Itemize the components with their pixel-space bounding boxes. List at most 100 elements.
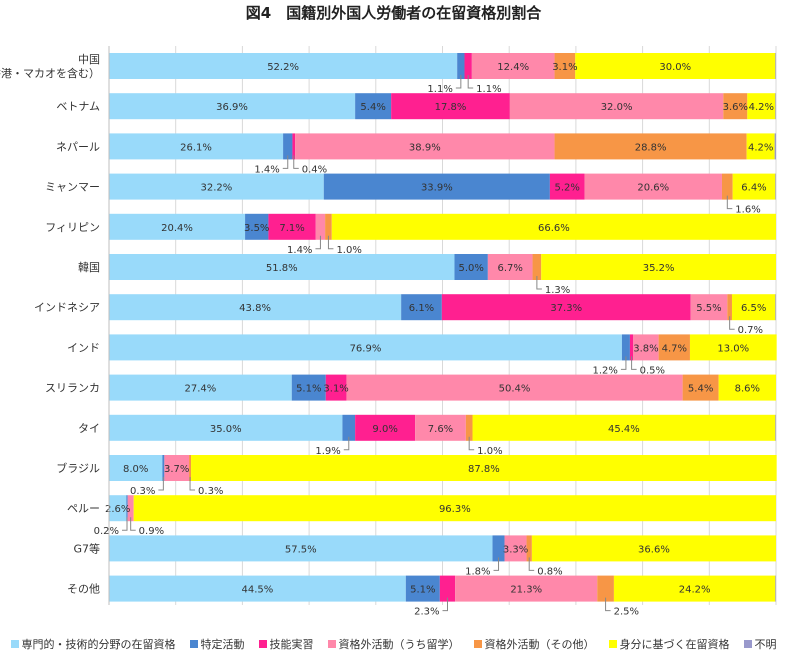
bar-segment (109, 495, 127, 522)
bar-segment (454, 254, 488, 280)
data-label: 51.8% (266, 263, 298, 274)
bar-segment (487, 254, 533, 280)
data-label: 8.6% (735, 384, 760, 395)
data-label: 36.6% (638, 544, 670, 555)
data-label: 52.2% (267, 62, 299, 73)
category-label: その他 (67, 583, 100, 596)
bar-segment (472, 414, 776, 441)
bar-segment (723, 93, 748, 120)
data-label: 3.8% (633, 343, 658, 354)
bar-segment (509, 93, 724, 120)
legend-swatch (473, 640, 482, 648)
bar-segment (109, 334, 622, 361)
bar-segment (532, 254, 542, 280)
category-label: ネパール (56, 140, 100, 153)
data-label: 5.2% (555, 183, 580, 194)
data-label: 66.6% (538, 223, 570, 234)
legend-item: 不明 (743, 636, 777, 652)
stacked-bar-chart: 中国（香港・マカオを含む） 52.2% 12.4% 3.1% 30.0% 1.1% 1.1%… (0, 46, 777, 618)
legend-swatch (327, 640, 336, 648)
data-label: 5.1% (296, 384, 321, 395)
callout-leader (620, 356, 627, 370)
callout-label: 1.1% (476, 84, 501, 95)
bar-segment (415, 414, 466, 441)
bar-segment (584, 173, 722, 200)
bar-segment (531, 535, 776, 562)
bar-segment (439, 575, 456, 602)
data-label: 87.8% (468, 464, 500, 475)
bar-segment (732, 173, 776, 200)
callout-leader (493, 557, 500, 571)
bar-segment (775, 173, 776, 200)
bar-segment (292, 133, 296, 160)
bar-segment (109, 254, 455, 280)
bar-segment (109, 294, 402, 321)
bar-segment (774, 133, 776, 160)
bar-segment (109, 93, 356, 120)
data-label: 30.0% (659, 62, 691, 73)
bar-segment (464, 53, 472, 79)
legend-swatch (10, 640, 19, 648)
data-label: 5.4% (360, 102, 385, 113)
bar-segment (471, 53, 555, 79)
bar-segment (621, 334, 630, 361)
bar-segment (245, 213, 269, 240)
data-label: 26.1% (180, 142, 212, 153)
data-label: 7.1% (279, 223, 304, 234)
bar-segment (109, 173, 324, 200)
callout-leader (467, 75, 474, 89)
callout-leader (130, 517, 136, 531)
callout-leader (315, 235, 321, 250)
data-label: 4.2% (749, 102, 774, 113)
category-label: タイ (78, 422, 100, 435)
data-label: 45.4% (608, 424, 640, 435)
bar-segment (189, 455, 192, 481)
data-label: 3.1% (323, 384, 348, 395)
bar-segment (492, 535, 505, 562)
bar-segment (775, 294, 776, 321)
category-label: ペルー (67, 502, 100, 515)
bar-segment (268, 213, 316, 240)
bar-segment (775, 575, 776, 602)
callout-leader (343, 436, 350, 451)
data-label: 43.8% (239, 303, 271, 314)
bar-segment (325, 213, 332, 240)
bar-segment (613, 575, 776, 602)
callout-label: 0.3% (130, 486, 155, 497)
bar-segment (658, 334, 690, 361)
callout-label: 2.3% (414, 607, 439, 618)
data-label: 3.7% (164, 464, 189, 475)
bar-segment (746, 133, 775, 160)
callout-label: 1.0% (336, 245, 361, 256)
bar-segment (283, 133, 293, 160)
data-label: 6.7% (497, 263, 522, 274)
legend-label: 専門的・技術的分野の在留資格 (21, 638, 176, 651)
bar-segment (554, 53, 576, 79)
bar-segment (191, 455, 777, 481)
data-label: 76.9% (350, 343, 382, 354)
bar-segment (109, 535, 493, 562)
callout-label: 2.5% (614, 607, 639, 618)
data-label: 20.6% (637, 183, 669, 194)
callout-label: 1.4% (254, 164, 279, 175)
callout-label: 0.8% (537, 566, 562, 577)
bar-segment (162, 455, 165, 481)
data-label: 6.4% (741, 183, 766, 194)
bar-segment (126, 495, 128, 522)
category-label: インド (67, 341, 100, 354)
callout-leader (631, 356, 637, 370)
callout-leader (122, 517, 128, 531)
data-label: 27.4% (184, 384, 216, 395)
data-label: 38.9% (409, 142, 441, 153)
bar-segment (775, 93, 776, 120)
legend-label: 資格外活動（うち留学） (338, 638, 460, 651)
callout-leader (158, 477, 164, 491)
data-label: 35.0% (210, 424, 242, 435)
data-label: 33.9% (421, 183, 453, 194)
legend-item: 技能実習 (258, 636, 314, 652)
data-label: 20.4% (161, 223, 193, 234)
category-label: ベトナム (56, 100, 100, 113)
category-label: フィリピン (45, 221, 100, 234)
bar-segment (727, 294, 732, 321)
callout-label: 1.6% (735, 205, 760, 216)
